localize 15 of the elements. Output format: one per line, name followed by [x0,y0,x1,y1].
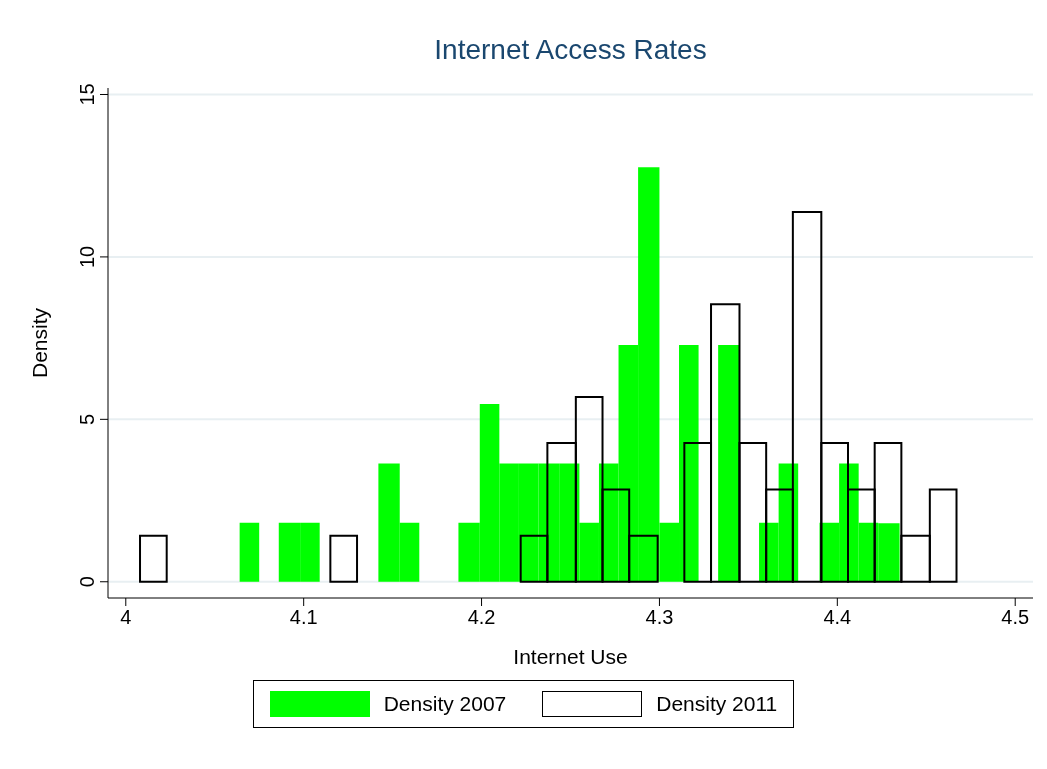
y-axis-title: Density [28,307,52,379]
x-tick-label: 4.3 [645,606,674,629]
chart-title: Internet Access Rates [433,34,708,66]
legend-label: Density 2007 [383,692,507,716]
x-axis-title: Internet Use [513,645,628,668]
x-tick-label: 4 [120,606,132,629]
y-tick-label: 10 [76,245,98,269]
x-tick-label: 4.1 [289,606,318,629]
x-tick-label: 4.2 [467,606,496,629]
y-tick-label: 15 [76,83,98,106]
legend-label: Density 2011 [656,692,778,716]
y-tick-label: 0 [76,576,98,588]
y-tick-label: 5 [76,413,98,425]
x-tick-label: 4.5 [1001,606,1030,629]
x-tick-label: 4.4 [823,606,852,629]
